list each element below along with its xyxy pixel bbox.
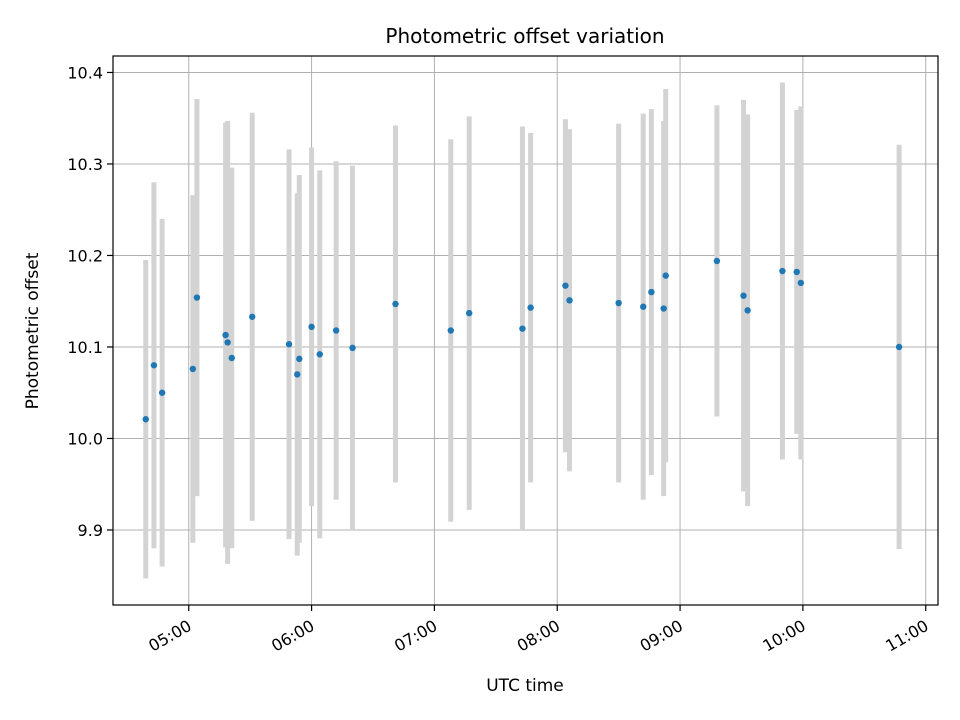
data-point (294, 371, 301, 378)
plot-background (113, 56, 938, 605)
data-point (308, 323, 315, 331)
data-point (158, 389, 166, 396)
data-point (150, 362, 158, 369)
data-point (648, 288, 655, 296)
y-tick-label: 10.0 (67, 429, 103, 448)
data-point (660, 305, 667, 312)
data-point (466, 309, 473, 317)
data-point (222, 331, 229, 339)
y-tick-label: 10.2 (67, 246, 103, 265)
y-axis-label: Photometric offset (23, 252, 43, 409)
data-point (779, 267, 786, 275)
data-point (615, 299, 622, 307)
data-point (249, 313, 256, 320)
data-point (713, 257, 721, 265)
data-point (895, 343, 903, 351)
data-point (224, 339, 231, 346)
data-point (189, 365, 197, 373)
data-point (349, 344, 356, 352)
data-point (142, 416, 149, 423)
data-point (740, 292, 747, 299)
data-point (662, 272, 669, 279)
y-tick-label: 10.3 (67, 155, 103, 174)
data-point (447, 327, 454, 334)
data-point (793, 268, 800, 276)
data-point (527, 304, 534, 311)
y-tick-label: 10.4 (67, 63, 103, 82)
data-points (142, 257, 903, 423)
data-point (316, 351, 323, 358)
data-point (193, 294, 201, 301)
chart-title: Photometric offset variation (385, 24, 664, 48)
data-point (392, 300, 399, 308)
y-tick-label: 10.1 (67, 338, 103, 357)
x-tick-label: 07:00 (391, 616, 440, 656)
data-point (744, 307, 751, 314)
data-point (519, 325, 526, 332)
x-tick-label: 08:00 (514, 616, 563, 656)
data-point (332, 327, 340, 334)
data-point (640, 303, 647, 310)
x-tick-label: 09:00 (637, 616, 686, 656)
data-point (562, 282, 569, 289)
x-tick-label: 05:00 (145, 616, 194, 656)
x-tick-label: 06:00 (268, 616, 317, 656)
data-point (797, 279, 805, 287)
x-tick-label: 11:00 (882, 616, 931, 656)
data-point (296, 355, 303, 363)
plot-frame (112, 55, 939, 606)
x-axis-label: UTC time (486, 676, 564, 696)
data-point (228, 354, 235, 362)
data-point (285, 341, 293, 348)
y-tick-label: 9.9 (78, 521, 103, 540)
data-point (566, 297, 573, 304)
x-tick-label: 10:00 (759, 616, 808, 656)
